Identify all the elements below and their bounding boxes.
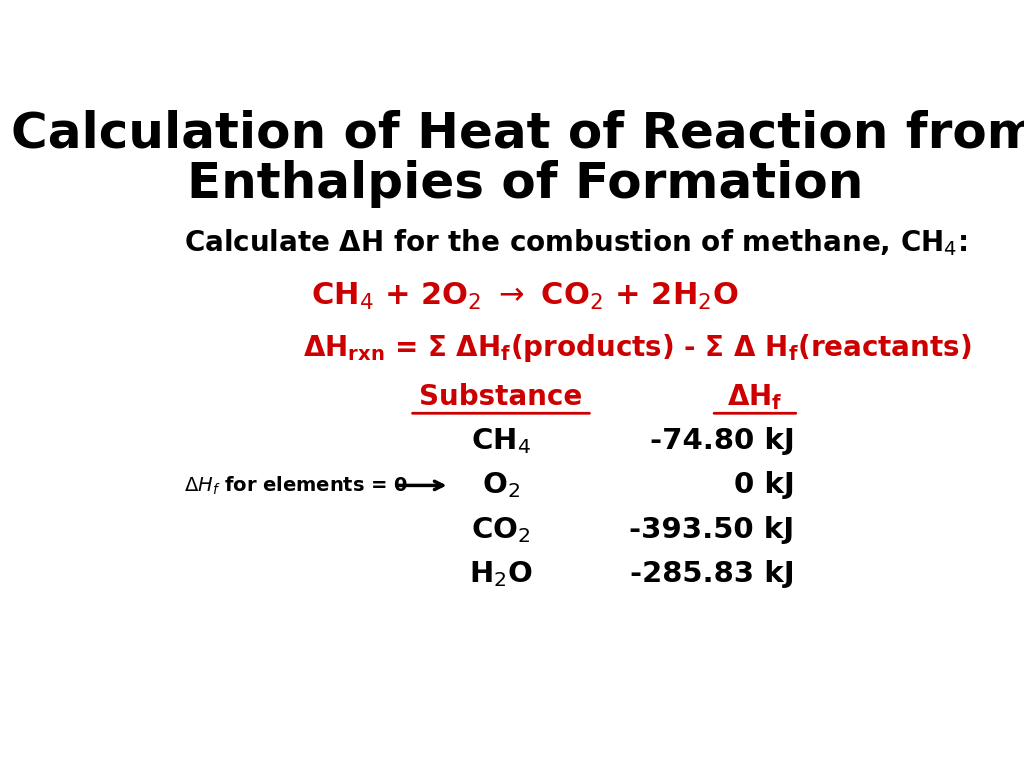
Text: O$_2$: O$_2$	[482, 471, 520, 500]
Text: -74.80 kJ: -74.80 kJ	[650, 427, 795, 455]
Text: Enthalpies of Formation: Enthalpies of Formation	[186, 160, 863, 208]
Text: Calculation of Heat of Reaction from: Calculation of Heat of Reaction from	[11, 110, 1024, 157]
Text: $\Delta H_f$ for elements = 0: $\Delta H_f$ for elements = 0	[183, 475, 408, 497]
Text: -285.83 kJ: -285.83 kJ	[630, 560, 795, 588]
Text: CH$_4$: CH$_4$	[471, 426, 530, 456]
Text: H$_2$O: H$_2$O	[469, 559, 532, 589]
Text: CH$_4$ + 2O$_2$ $\rightarrow$ CO$_2$ + 2H$_2$O: CH$_4$ + 2O$_2$ $\rightarrow$ CO$_2$ + 2…	[311, 280, 738, 312]
Text: Substance: Substance	[420, 382, 583, 411]
Text: $\mathbf{\Delta H_f}$: $\mathbf{\Delta H_f}$	[727, 382, 782, 412]
Text: CO$_2$: CO$_2$	[471, 515, 530, 545]
Text: 0 kJ: 0 kJ	[734, 472, 795, 499]
Text: $\mathbf{\Delta H_{rxn}}$ = $\mathbf{\Sigma}$ $\mathbf{\Delta H_f}$(products) - : $\mathbf{\Delta H_{rxn}}$ = $\mathbf{\Si…	[303, 332, 971, 363]
Text: -393.50 kJ: -393.50 kJ	[630, 516, 795, 544]
Text: Calculate $\mathbf{\Delta H}$ for the combustion of methane, CH$_4$:: Calculate $\mathbf{\Delta H}$ for the co…	[183, 227, 967, 258]
